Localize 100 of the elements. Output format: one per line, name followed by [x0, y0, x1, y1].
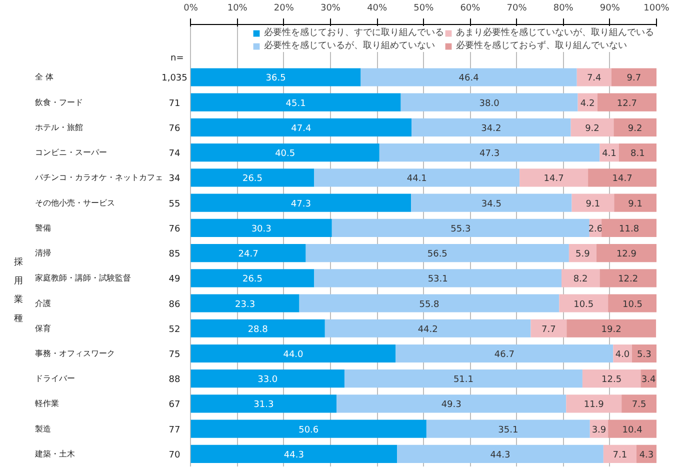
y-tick-label: パチンコ・カラオケ・ネットカフェ	[34, 173, 163, 182]
bar	[582, 370, 641, 388]
bar	[190, 269, 314, 288]
data-label: 2.6	[588, 224, 603, 234]
y-tick-label: 飲食・フード	[34, 98, 83, 107]
data-label: 4.2	[580, 98, 595, 109]
bar	[190, 194, 412, 212]
bar	[576, 68, 612, 86]
text: 77	[168, 425, 180, 436]
data-label: 47.4	[291, 124, 312, 134]
y-tick-label: ホテル・旅館	[34, 122, 83, 132]
text: 49	[168, 274, 180, 285]
data-label: 47.3	[290, 199, 311, 210]
data-label: 9.1	[586, 199, 600, 210]
bar	[314, 269, 562, 288]
legend-label: 必要性を感じておらず、取り組んでいない	[456, 40, 627, 52]
bar	[190, 370, 344, 388]
bar	[332, 218, 590, 237]
bar	[190, 144, 380, 162]
bar	[190, 344, 396, 363]
text: 34	[168, 174, 180, 184]
bar	[190, 93, 401, 112]
legend-label: あまり必要性を感じていないが、取り組んでいる	[456, 26, 654, 39]
bar	[314, 168, 520, 187]
bar	[190, 218, 332, 237]
text: 1,035	[162, 74, 188, 84]
data-label: 12.7	[616, 98, 637, 109]
data-label: 44.3	[284, 450, 304, 460]
bar	[600, 269, 656, 288]
bar	[603, 444, 636, 463]
bar	[190, 420, 426, 438]
data-label: 12.2	[618, 274, 638, 285]
data-label: 51.1	[453, 375, 474, 386]
bar	[618, 144, 656, 162]
text: 76	[168, 124, 180, 134]
data-label: 4.0	[615, 350, 630, 360]
x-tick-label: 0%	[184, 4, 198, 14]
text: 70	[168, 450, 180, 460]
data-label: 10.4	[622, 425, 643, 436]
bar	[608, 420, 656, 438]
data-label: 28.8	[248, 324, 268, 335]
data-label: 55.8	[419, 300, 440, 310]
bar	[572, 194, 614, 212]
data-label: 9.2	[628, 124, 642, 134]
bar	[190, 168, 314, 187]
bar	[190, 118, 412, 137]
bar	[566, 394, 622, 413]
bar	[396, 344, 614, 363]
bar	[608, 294, 656, 312]
data-label: 10.5	[574, 300, 594, 310]
data-label: 5.3	[637, 350, 652, 360]
data-label: 30.3	[251, 224, 272, 234]
data-label: 7.1	[612, 450, 628, 460]
bar	[344, 370, 582, 388]
bar	[190, 294, 300, 312]
text: 74	[168, 149, 180, 160]
data-label: 38.0	[479, 98, 500, 109]
y-tick-label: 介護	[34, 298, 51, 308]
y-tick-label: 警備	[34, 223, 51, 232]
bar	[324, 319, 531, 338]
data-label: 56.5	[427, 250, 448, 260]
data-label: 44.3	[490, 450, 510, 460]
text: 71	[168, 98, 180, 109]
data-label: 9.2	[585, 124, 600, 134]
y-tick-label: 建築・土木	[34, 449, 75, 458]
data-label: 3.9	[592, 425, 606, 436]
y-tick-label: 軽作業	[34, 399, 59, 408]
text: 85	[168, 250, 180, 260]
legend-label: 必要性を感じているが、取り組めていない	[264, 40, 435, 52]
bar	[530, 319, 567, 338]
bar	[299, 294, 560, 312]
bar	[588, 168, 656, 187]
y-tick-label: 事務・オフィスワーク	[34, 348, 115, 358]
x-tick-label: 100%	[644, 4, 670, 14]
bar	[360, 68, 577, 86]
bar	[614, 194, 656, 212]
data-label: 34.2	[481, 124, 502, 134]
bar	[397, 444, 604, 463]
text: 55	[168, 199, 180, 210]
data-label: 14.7	[544, 174, 564, 184]
data-label: 19.2	[601, 324, 622, 335]
bar	[566, 319, 656, 338]
y-tick-label: 保育	[34, 324, 51, 333]
bar	[336, 394, 566, 413]
bar	[412, 118, 571, 137]
text: 採用業種	[14, 256, 23, 324]
data-label: 34.5	[481, 199, 502, 210]
data-label: 7.7	[542, 324, 556, 335]
bar	[611, 68, 656, 86]
data-label: 50.6	[298, 425, 319, 436]
bar	[561, 269, 600, 288]
data-label: 53.1	[428, 274, 448, 285]
data-label: 12.9	[616, 250, 637, 260]
bar	[602, 218, 656, 237]
bar	[411, 194, 572, 212]
x-tick-label: 40%	[367, 4, 388, 14]
data-label: 7.4	[586, 74, 602, 84]
data-label: 12.5	[602, 375, 622, 386]
data-label: 45.1	[286, 98, 306, 109]
x-tick-label: 10%	[227, 4, 248, 14]
